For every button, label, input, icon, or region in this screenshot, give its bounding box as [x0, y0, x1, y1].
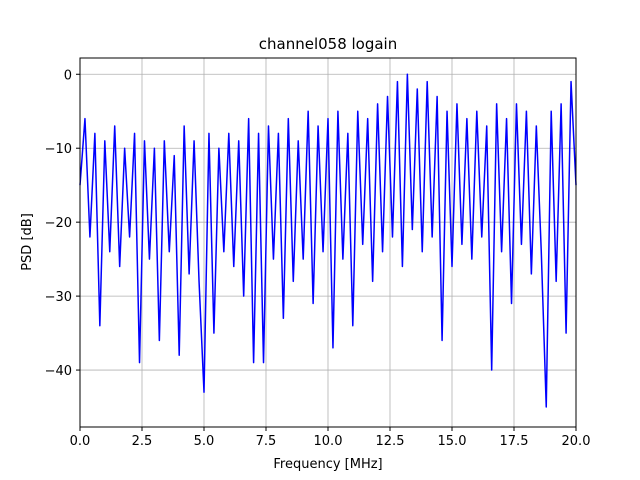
- y-axis-label: PSD [dB]: [20, 213, 35, 271]
- x-tick-label: 0.0: [70, 434, 91, 449]
- y-tick-label: −20: [45, 216, 72, 231]
- x-tick-label: 2.5: [132, 434, 153, 449]
- y-tick-label: −40: [45, 364, 72, 379]
- x-axis-label: Frequency [MHz]: [273, 457, 382, 472]
- chart-title: channel058 logain: [259, 35, 398, 53]
- y-tick-label: −30: [45, 290, 72, 305]
- y-tick-label: 0: [64, 68, 72, 83]
- plot-frame: [79, 57, 577, 428]
- x-tick-label: 12.5: [376, 434, 405, 449]
- x-tick-label: 10.0: [314, 434, 343, 449]
- psd-line: [79, 73, 577, 408]
- x-tick-label: 17.5: [500, 434, 529, 449]
- y-tick-label: −10: [45, 142, 72, 157]
- x-tick-label: 7.5: [256, 434, 277, 449]
- x-tick-label: 20.0: [562, 434, 591, 449]
- x-tick-label: 5.0: [194, 434, 215, 449]
- x-tick-label: 15.0: [438, 434, 467, 449]
